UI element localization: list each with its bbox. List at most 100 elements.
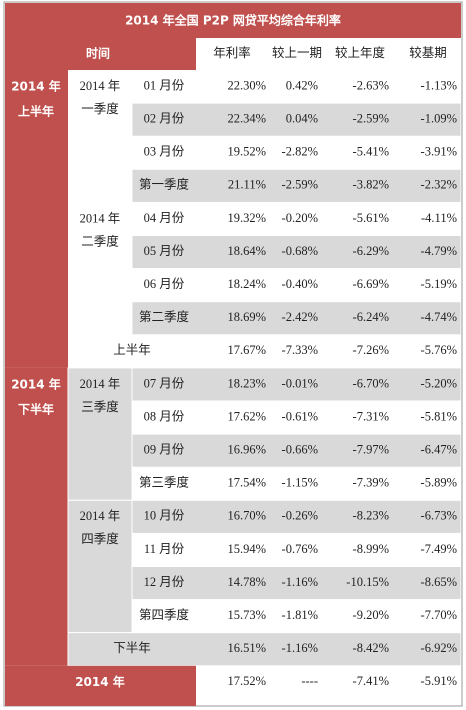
row-label: 第一季度 — [139, 177, 190, 192]
cell-value: -5.81% — [421, 409, 457, 423]
cell-value: 21.11% — [228, 178, 266, 192]
total-label: 2014 年 — [75, 674, 125, 689]
header-label: 较基期 — [409, 45, 447, 60]
row-shade — [131, 367, 462, 402]
cell-value: -7.39% — [353, 476, 389, 490]
row-label: 09 月份 — [144, 443, 185, 457]
cell-value: -5.19% — [421, 277, 457, 291]
row-label: 04 月份 — [144, 211, 185, 225]
cell-value: -3.82% — [353, 178, 389, 192]
quarter-label: 2014 年 — [80, 211, 121, 225]
row-label: 08 月份 — [144, 409, 185, 423]
cell-value: 17.54% — [227, 476, 266, 490]
quarter-label: 2014 年 — [80, 377, 121, 391]
cell-value: -5.91% — [421, 674, 457, 688]
cell-value: -7.70% — [421, 608, 457, 622]
cell-value: -7.41% — [353, 674, 389, 688]
cell-value: 16.51% — [227, 641, 266, 655]
cell-value: -8.42% — [353, 641, 389, 655]
cell-value: -7.97% — [353, 443, 389, 457]
cell-value: -1.16% — [282, 641, 318, 655]
cell-value: -0.01% — [282, 376, 318, 390]
header-time: 时间 — [86, 46, 110, 61]
cell-value: -7.31% — [353, 409, 389, 423]
cell-value: -10.15% — [346, 575, 389, 589]
row-label: 07 月份 — [144, 376, 185, 390]
cell-value: 19.52% — [227, 145, 266, 159]
cell-value: -6.92% — [421, 641, 457, 655]
cell-value: -2.59% — [282, 178, 318, 192]
cell-value: -8.23% — [353, 509, 389, 523]
cell-value: 0.04% — [286, 112, 318, 126]
title-bar — [5, 3, 461, 38]
cell-value: -1.13% — [421, 78, 457, 92]
cell-value: -1.16% — [282, 575, 318, 589]
row-label: 05 月份 — [144, 244, 185, 258]
cell-value: -0.26% — [282, 509, 318, 523]
cell-value: -8.65% — [421, 575, 457, 589]
cell-value: -9.20% — [353, 608, 389, 622]
quarter-label: 2014 年 — [80, 79, 121, 93]
cell-value: -1.81% — [282, 608, 318, 622]
cell-value: -4.74% — [421, 310, 457, 324]
cell-value: -6.29% — [353, 244, 389, 258]
cell-value: 16.96% — [227, 443, 266, 457]
cell-value: -5.20% — [421, 376, 457, 390]
row-label: 06 月份 — [144, 277, 185, 291]
quarter-cell — [67, 499, 133, 634]
header-time-cell — [5, 38, 196, 70]
quarter-label: 2014 年 — [80, 509, 121, 523]
cell-value: 19.32% — [227, 211, 266, 225]
cell-value: -5.89% — [421, 476, 457, 490]
header-label: 较上年度 — [335, 45, 386, 60]
half-label: 2014 年 — [11, 376, 61, 391]
half-cell — [5, 367, 68, 666]
half-label: 2014 年 — [11, 79, 61, 94]
cell-value: -4.79% — [421, 244, 457, 258]
cell-value: -7.26% — [353, 343, 389, 357]
cell-value: -0.61% — [282, 409, 318, 423]
cell-value: -5.41% — [353, 145, 389, 159]
row-label: 12 月份 — [144, 575, 185, 589]
row-label: 10 月份 — [144, 509, 185, 523]
header-label: 较上一期 — [272, 45, 322, 60]
row-shade — [67, 632, 462, 667]
row-label: 第二季度 — [139, 309, 190, 324]
cell-value: -5.76% — [421, 343, 457, 357]
row-shade — [131, 301, 462, 336]
cell-value: -4.11% — [421, 211, 457, 225]
cell-value: -0.40% — [282, 277, 318, 291]
quarter-label: 一季度 — [81, 101, 119, 116]
quarter-label: 三季度 — [81, 399, 119, 414]
cell-value: -7.49% — [421, 542, 457, 556]
row-shade — [131, 433, 462, 468]
cell-value: -0.66% — [282, 443, 318, 457]
cell-value: -0.20% — [282, 211, 318, 225]
row-shade — [131, 235, 462, 270]
cell-value: -0.76% — [282, 542, 318, 556]
cell-value: -2.82% — [282, 145, 318, 159]
header-label: 年利率 — [213, 45, 251, 60]
cell-value: 16.70% — [227, 509, 266, 523]
cell-value: -2.59% — [353, 112, 389, 126]
row-shade — [131, 168, 462, 203]
cell-value: 22.34% — [227, 112, 266, 126]
row-label: 第四季度 — [139, 607, 190, 622]
cell-value: 17.62% — [227, 409, 266, 423]
cell-value: -6.24% — [353, 310, 389, 324]
cell-value: ---- — [301, 674, 318, 688]
cell-value: -1.15% — [282, 476, 318, 490]
table-title: 2014 年全国 P2P 网贷平均综合年利率 — [125, 13, 341, 28]
total-cell — [5, 665, 196, 706]
cell-value: 18.64% — [227, 244, 266, 258]
cell-value: -2.63% — [353, 78, 389, 92]
row-label: 03 月份 — [144, 145, 185, 159]
row-label: 02 月份 — [144, 112, 185, 126]
cell-value: 17.67% — [227, 343, 266, 357]
quarter-label: 四季度 — [81, 531, 119, 546]
cell-value: -8.99% — [353, 542, 389, 556]
cell-value: 18.24% — [227, 277, 266, 291]
cell-value: -5.61% — [353, 211, 389, 225]
cell-value: 18.23% — [227, 376, 266, 390]
